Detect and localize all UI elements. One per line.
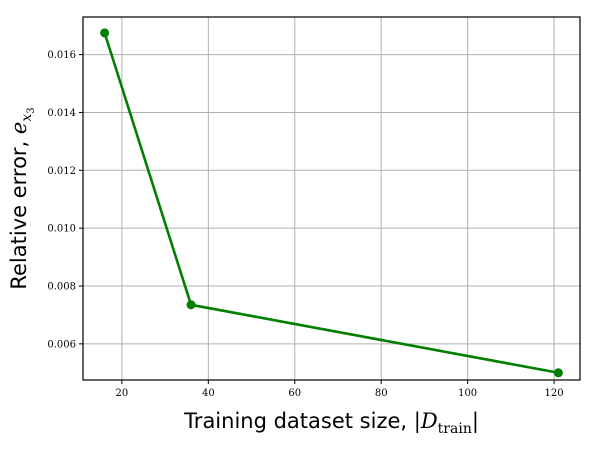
y-tick-label: 0.008 [47, 281, 76, 292]
ticks: 20 40 60 80 100 120 0.006 0.008 0.010 0.012 0.014 0… [47, 50, 563, 399]
x-tick-label: 20 [116, 388, 129, 399]
y-tick-label: 0.006 [47, 339, 76, 350]
grid [83, 17, 580, 380]
plot-frame [82, 16, 581, 381]
data-point [186, 300, 196, 310]
x-tick-label: 40 [202, 388, 215, 399]
x-tick-label: 100 [458, 388, 477, 399]
x-tick-label: 80 [375, 388, 388, 399]
x-axis-label: Training dataset size, |Dtrain| [183, 409, 479, 437]
x-tick-label: 60 [288, 388, 301, 399]
y-axis-label: Relative error, ex3 [7, 107, 37, 289]
y-tick-label: 0.014 [47, 108, 76, 119]
y-tick-label: 0.016 [47, 50, 76, 61]
x-tick-label: 120 [545, 388, 564, 399]
y-tick-label: 0.012 [47, 166, 76, 177]
data-point [100, 28, 110, 38]
series-line [103, 32, 559, 375]
data-point [553, 368, 563, 378]
series-layer [100, 28, 563, 378]
y-tick-label: 0.010 [47, 224, 76, 235]
